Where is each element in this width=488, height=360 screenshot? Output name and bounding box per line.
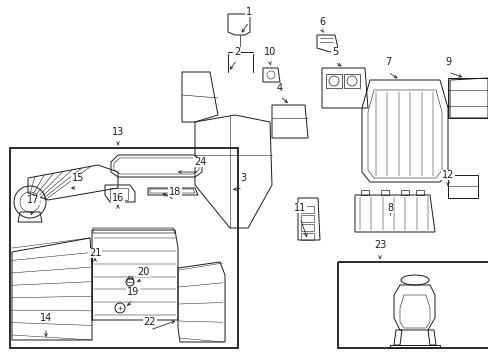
Text: 13: 13 [112, 127, 124, 137]
Text: 6: 6 [318, 17, 325, 27]
Bar [10, 148, 238, 348]
Text: 1: 1 [245, 7, 251, 17]
Text: 19: 19 [126, 287, 139, 297]
Text: 5: 5 [331, 47, 337, 57]
Text: 10: 10 [264, 47, 276, 57]
Bar [127, 278, 133, 282]
Text: 24: 24 [193, 157, 206, 167]
Text: 21: 21 [89, 248, 101, 258]
Text: 12: 12 [441, 170, 453, 180]
Text: 8: 8 [386, 203, 392, 213]
Text: 11: 11 [293, 203, 305, 213]
Text: 7: 7 [384, 57, 390, 67]
Bar [325, 74, 341, 88]
Bar [301, 215, 313, 222]
Text: 2: 2 [233, 47, 240, 57]
Text: 22: 22 [143, 317, 156, 327]
Bar [110, 188, 128, 200]
Text: 17: 17 [27, 195, 39, 205]
Bar [343, 74, 359, 88]
Text: 3: 3 [240, 173, 245, 183]
Bar [337, 262, 488, 348]
Bar [301, 206, 313, 213]
Text: 9: 9 [444, 57, 450, 67]
Text: 14: 14 [40, 313, 52, 323]
Text: 4: 4 [276, 83, 283, 93]
Text: 16: 16 [112, 193, 124, 203]
Bar [301, 224, 313, 231]
Bar [301, 233, 313, 240]
Text: 23: 23 [373, 240, 386, 250]
Text: 20: 20 [137, 267, 149, 277]
Bar [128, 276, 132, 279]
Text: 18: 18 [168, 187, 181, 197]
Text: 15: 15 [72, 173, 84, 183]
